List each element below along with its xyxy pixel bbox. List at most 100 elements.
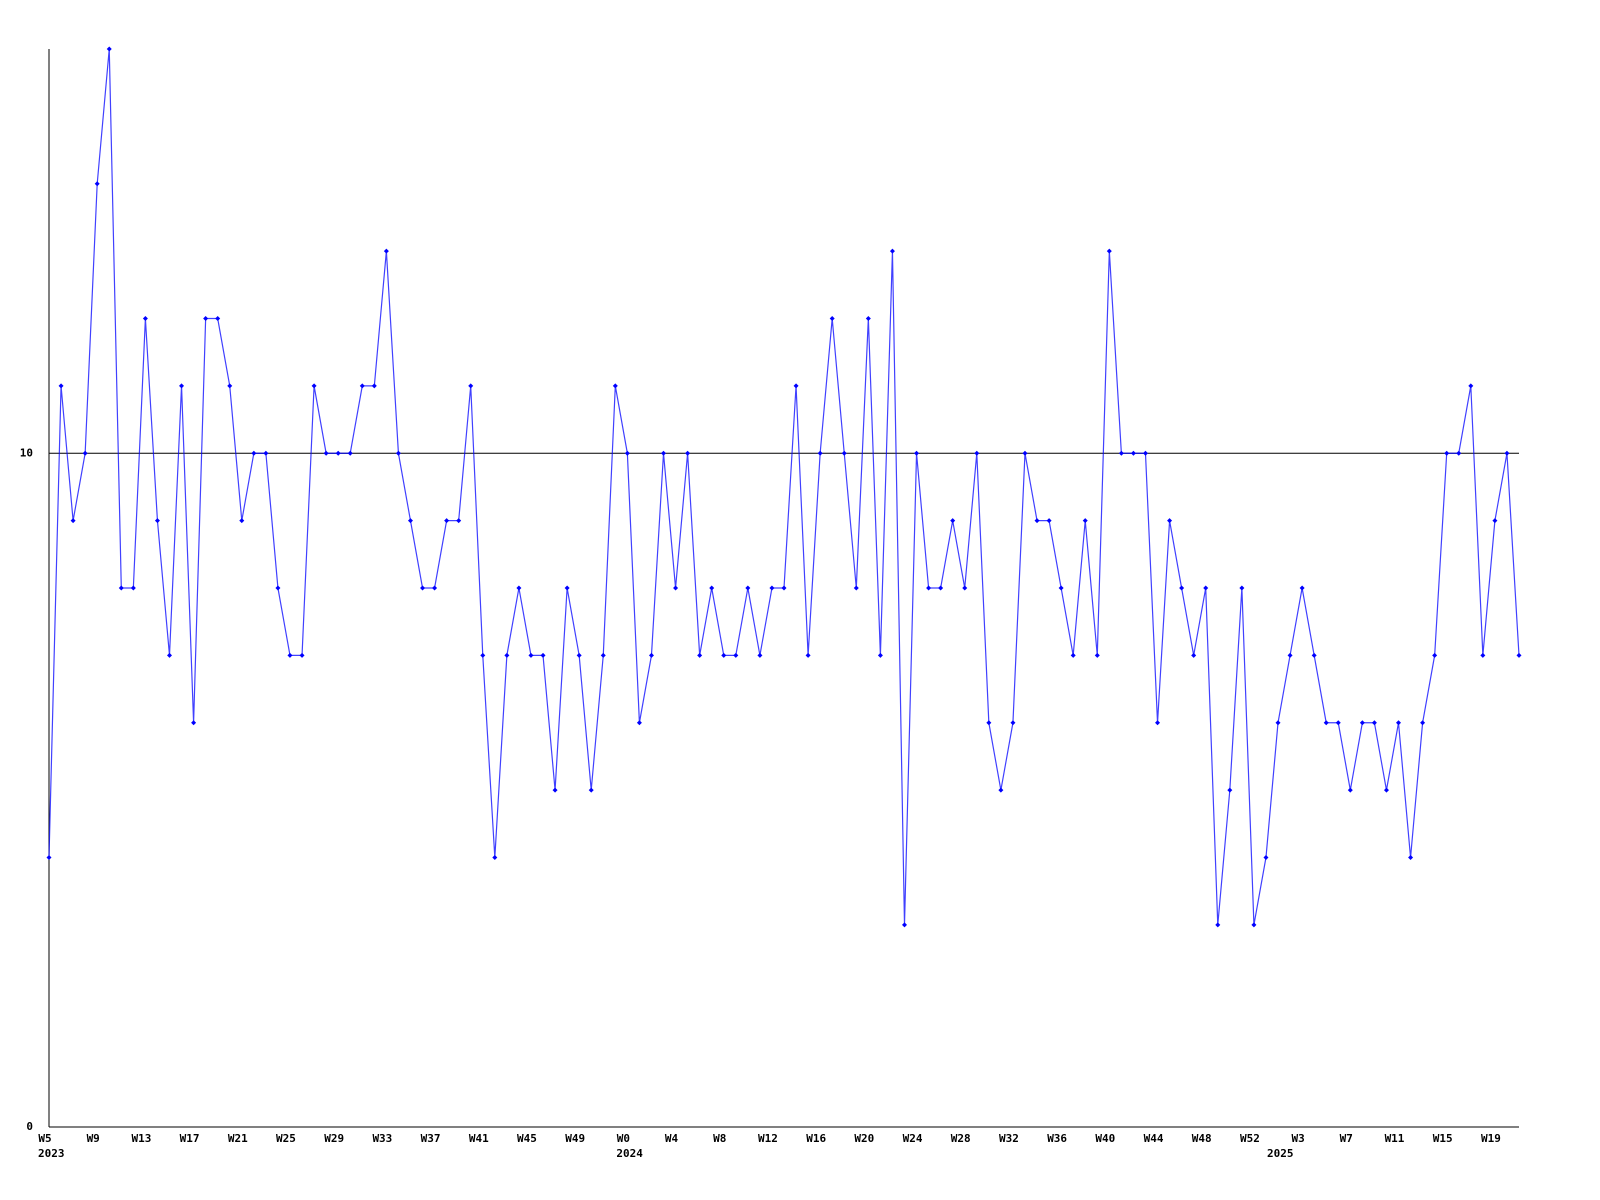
data-point xyxy=(829,316,835,321)
x-year-label: 2024 xyxy=(616,1147,643,1160)
x-tick-label: W21 xyxy=(228,1132,248,1145)
data-point xyxy=(1179,585,1185,591)
data-point xyxy=(1408,855,1414,860)
data-point xyxy=(275,585,281,591)
data-point xyxy=(624,450,630,456)
data-point xyxy=(287,652,293,658)
data-point xyxy=(1335,720,1341,726)
data-point xyxy=(1504,450,1510,456)
data-point xyxy=(805,652,811,658)
x-tick-label: W8 xyxy=(713,1132,726,1145)
data-point xyxy=(1010,720,1016,726)
y-tick-label: 10 xyxy=(20,446,33,459)
data-point xyxy=(1275,720,1281,726)
data-point xyxy=(1444,450,1450,456)
data-point xyxy=(986,720,992,726)
data-point xyxy=(1106,248,1112,254)
data-point xyxy=(516,585,522,591)
data-point xyxy=(528,652,534,658)
data-point xyxy=(1299,585,1305,591)
data-point xyxy=(1468,383,1474,389)
data-point xyxy=(1155,720,1161,726)
data-point xyxy=(877,652,883,658)
data-point xyxy=(950,518,956,524)
data-point xyxy=(166,652,172,658)
data-point xyxy=(1082,518,1088,524)
x-tick-label: W11 xyxy=(1385,1132,1405,1145)
data-point xyxy=(709,585,715,591)
data-point xyxy=(395,450,401,456)
x-tick-label: W17 xyxy=(180,1132,200,1145)
data-point xyxy=(359,383,365,389)
data-point xyxy=(745,585,751,591)
x-tick-label: W37 xyxy=(421,1132,441,1145)
data-point xyxy=(1323,720,1329,726)
data-point xyxy=(82,450,88,456)
x-tick-label: W9 xyxy=(87,1132,100,1145)
x-tick-label: W48 xyxy=(1192,1132,1212,1145)
data-point xyxy=(407,518,413,524)
data-point xyxy=(841,450,847,456)
y-tick-label: 0 xyxy=(26,1120,33,1133)
data-point xyxy=(1420,720,1426,726)
data-point xyxy=(94,181,100,187)
x-tick-label: W0 xyxy=(617,1132,630,1145)
data-point xyxy=(299,652,305,658)
data-point xyxy=(793,383,799,389)
data-point xyxy=(371,383,377,389)
data-point xyxy=(1371,720,1377,726)
data-point xyxy=(1142,450,1148,456)
data-point xyxy=(865,316,871,321)
x-tick-label: W36 xyxy=(1047,1132,1067,1145)
data-point xyxy=(926,585,932,591)
data-point xyxy=(588,787,594,793)
data-point xyxy=(504,652,510,658)
data-point xyxy=(1251,922,1257,928)
x-tick-label: W45 xyxy=(517,1132,537,1145)
data-point xyxy=(1516,652,1522,658)
data-point xyxy=(685,450,691,456)
data-point xyxy=(974,450,980,456)
data-point xyxy=(1070,652,1076,658)
data-point xyxy=(1492,518,1498,524)
data-point xyxy=(432,585,438,591)
data-point xyxy=(263,450,269,456)
data-point xyxy=(552,787,558,793)
x-tick-label: W52 xyxy=(1240,1132,1260,1145)
data-point xyxy=(106,46,112,52)
data-point xyxy=(697,652,703,658)
x-tick-label: W44 xyxy=(1144,1132,1164,1145)
data-point xyxy=(962,585,968,591)
data-point xyxy=(817,450,823,456)
data-point xyxy=(251,450,257,456)
x-year-label: 2025 xyxy=(1267,1147,1294,1160)
data-point xyxy=(239,518,245,524)
data-point xyxy=(130,585,136,591)
data-point xyxy=(1094,652,1100,658)
x-tick-label: W24 xyxy=(903,1132,923,1145)
x-tick-label: W7 xyxy=(1340,1132,1353,1145)
data-point xyxy=(118,585,124,591)
data-point xyxy=(1130,450,1136,456)
x-tick-label: W5 xyxy=(38,1132,51,1145)
data-point xyxy=(1347,787,1353,793)
x-tick-label: W28 xyxy=(951,1132,971,1145)
data-point xyxy=(1058,585,1064,591)
data-point xyxy=(1311,652,1317,658)
data-point xyxy=(191,720,197,726)
x-tick-label: W40 xyxy=(1095,1132,1115,1145)
data-point xyxy=(1239,585,1245,591)
data-point xyxy=(420,585,426,591)
data-point xyxy=(335,450,341,456)
data-point xyxy=(636,720,642,726)
data-point xyxy=(757,652,763,658)
data-point xyxy=(1022,450,1028,456)
data-point xyxy=(1432,652,1438,658)
data-point xyxy=(444,518,450,524)
x-tick-label: W32 xyxy=(999,1132,1019,1145)
x-tick-label: W25 xyxy=(276,1132,296,1145)
data-point xyxy=(1046,518,1052,524)
data-point xyxy=(1263,855,1269,860)
